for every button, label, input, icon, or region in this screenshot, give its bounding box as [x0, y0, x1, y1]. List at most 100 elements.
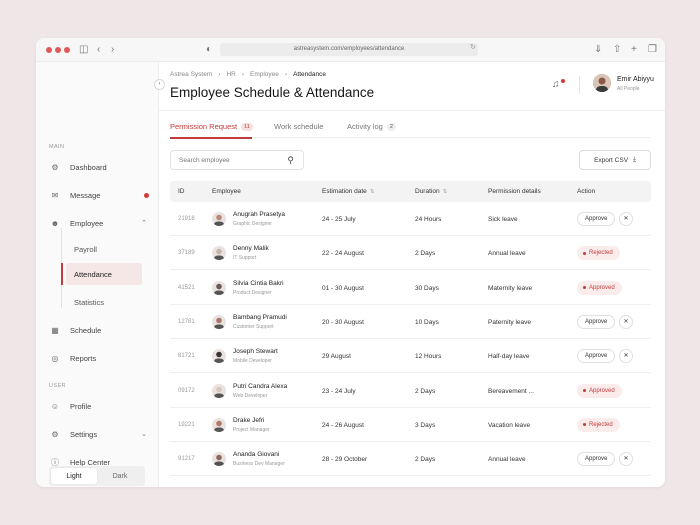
sidebar-item-schedule[interactable]: ▦ Schedule: [49, 321, 149, 339]
table-row[interactable]: 19221 Drake Jefri Project Manager 24 - 26 A…: [170, 408, 651, 442]
sidebar-item-label: Attendance: [74, 269, 112, 279]
duration: 2 Days: [415, 250, 436, 258]
duration: 24 Hours: [415, 216, 442, 223]
table-row[interactable]: 81721 Joseph Stewart Mobile Developer 29 Au…: [170, 339, 651, 374]
download-icon[interactable]: ⇓: [594, 44, 603, 55]
employee-name[interactable]: Silvia Cintia Bakri: [233, 279, 284, 287]
bell-icon[interactable]: ♫: [552, 79, 560, 90]
reject-button[interactable]: ✕: [619, 349, 633, 364]
sidebar-item-profile[interactable]: ☺ Profile: [49, 397, 149, 415]
column-header-action: Action: [577, 188, 596, 195]
avatar: [212, 417, 226, 432]
sidebar-item-dashboard[interactable]: ⚙ Dashboard: [49, 158, 149, 176]
chevron-down-icon[interactable]: ⌄: [141, 431, 147, 438]
employee-id: 21918: [178, 216, 195, 222]
sidebar-toggle-icon[interactable]: ◫: [79, 44, 89, 55]
permission-details: Paternity leave: [488, 318, 531, 326]
employee-id: 81721: [178, 353, 195, 360]
avatar[interactable]: [593, 74, 611, 92]
employee-name[interactable]: Putri Candra Alexa: [233, 382, 288, 390]
sidebar-item-settings[interactable]: ⚙ Settings ⌄: [49, 425, 149, 443]
estimation-date: 20 - 30 August: [322, 318, 364, 326]
column-header-duration[interactable]: Duration ⇅: [415, 188, 447, 195]
employee-name[interactable]: Bambang Pramudi: [233, 313, 287, 321]
forward-icon[interactable]: ›: [111, 44, 115, 55]
export-csv-button[interactable]: Export CSV ⤓: [579, 150, 651, 170]
close-window-dot[interactable]: [46, 47, 52, 53]
approve-button[interactable]: Approve: [577, 212, 616, 226]
employee-name[interactable]: Ananda Giovani: [233, 451, 280, 459]
table-row[interactable]: 12781 Bambang Pramudi Customer Support 20 -…: [170, 305, 651, 339]
help-icon: ⓘ: [51, 457, 59, 467]
estimation-date: 01 - 30 August: [322, 284, 364, 292]
new-tab-icon[interactable]: +: [631, 44, 637, 55]
refresh-icon[interactable]: ↻: [470, 44, 476, 51]
theme-dark-button[interactable]: Dark: [112, 472, 128, 480]
search-input[interactable]: [179, 156, 279, 164]
close-icon: ✕: [623, 353, 629, 360]
tab-activity-log[interactable]: Activity log 2: [347, 122, 396, 131]
share-icon[interactable]: ⇧: [613, 44, 622, 55]
approve-button[interactable]: Approve: [577, 452, 616, 467]
approve-button[interactable]: Approve: [577, 314, 616, 329]
table-row[interactable]: 37189 Denny Malik IT Support 22 - 24 August…: [170, 236, 651, 271]
avatar: [212, 452, 226, 467]
back-icon[interactable]: ‹: [97, 44, 101, 55]
sidebar-item-attendance[interactable]: Attendance: [66, 263, 142, 285]
employee-name[interactable]: Joseph Stewart: [233, 348, 278, 356]
browser-window: ◫ ‹ › ◐ astreasystem.com/employees/atten…: [36, 38, 665, 487]
sort-icon[interactable]: ⇅: [442, 188, 448, 195]
column-header-details: Permission details: [488, 188, 541, 195]
sidebar-item-reports[interactable]: ◎ Reports: [49, 349, 149, 367]
table-header: ID Employee Estimation date ⇅ Duration ⇅ P…: [170, 181, 651, 202]
column-header-label: Duration: [415, 188, 440, 195]
sidebar-item-label: Reports: [70, 353, 97, 363]
avatar: [212, 246, 226, 261]
collapse-sidebar-button[interactable]: ‹: [154, 79, 165, 90]
address-bar[interactable]: astreasystem.com/employees/attendance: [220, 43, 478, 56]
reject-button[interactable]: ✕: [619, 452, 633, 467]
employee-id: 09172: [178, 387, 195, 394]
submenu-active-indicator: [61, 263, 63, 285]
browser-toolbar: ◫ ‹ › ◐ astreasystem.com/employees/atten…: [36, 38, 665, 62]
table-row[interactable]: 41521 Silvia Cintia Bakri Product Designer…: [170, 271, 651, 305]
page-title: Employee Schedule & Attendance: [170, 85, 375, 100]
sort-icon[interactable]: ⇅: [369, 188, 375, 195]
duration: 3 Days: [415, 421, 436, 429]
status-label: Approved: [589, 387, 615, 394]
sidebar-item-label: Settings: [70, 429, 98, 439]
search-field: ⚲: [170, 150, 304, 170]
breadcrumb-item[interactable]: HR: [226, 71, 236, 78]
tabs-overview-icon[interactable]: ❐: [648, 44, 657, 55]
reject-button[interactable]: ✕: [619, 212, 633, 226]
employee-name[interactable]: Denny Malik: [233, 245, 269, 253]
sidebar-item-employee[interactable]: ☻ Employee ⌃: [49, 214, 149, 232]
chevron-up-icon[interactable]: ⌃: [141, 220, 147, 227]
tab-work-schedule[interactable]: Work schedule: [274, 122, 323, 131]
permission-details: Bereavement ...: [488, 387, 534, 395]
table-row[interactable]: 91217 Ananda Giovani Business Dev Manager 2…: [170, 442, 651, 477]
tab-permission-request[interactable]: Permission Request 11: [170, 122, 253, 131]
sidebar-item-payroll[interactable]: Payroll: [66, 238, 142, 260]
search-icon[interactable]: ⚲: [287, 155, 294, 165]
sidebar-item-message[interactable]: ✉ Message: [49, 186, 149, 204]
theme-light-button[interactable]: Light: [51, 468, 97, 484]
table-row[interactable]: 09172 Putri Candra Alexa Web Developer 23 -…: [170, 374, 651, 408]
sidebar-section-main: MAIN: [49, 144, 65, 150]
approve-button[interactable]: Approve: [577, 349, 616, 364]
status-dot: [583, 389, 586, 392]
column-header-estimation[interactable]: Estimation date ⇅: [322, 188, 374, 195]
minimize-window-dot[interactable]: [55, 47, 61, 53]
employee-name[interactable]: Anugrah Prasetya: [233, 211, 286, 218]
sidebar-section-user: USER: [49, 383, 66, 389]
reject-button[interactable]: ✕: [619, 314, 633, 329]
table-row[interactable]: 21918 Anugrah Prasetya Graphic Designer 24 …: [170, 202, 651, 236]
sidebar-item-statistics[interactable]: Statistics: [66, 291, 142, 313]
breadcrumb-item[interactable]: Astrea System: [170, 71, 213, 78]
employee-name[interactable]: Drake Jefri: [233, 416, 265, 424]
maximize-window-dot[interactable]: [64, 47, 70, 53]
tab-count-badge: 11: [241, 122, 253, 131]
breadcrumb-item[interactable]: Employee: [250, 71, 279, 78]
status-label: Approved: [589, 284, 615, 291]
sidebar-item-help-center[interactable]: ⓘ Help Center: [49, 453, 149, 471]
